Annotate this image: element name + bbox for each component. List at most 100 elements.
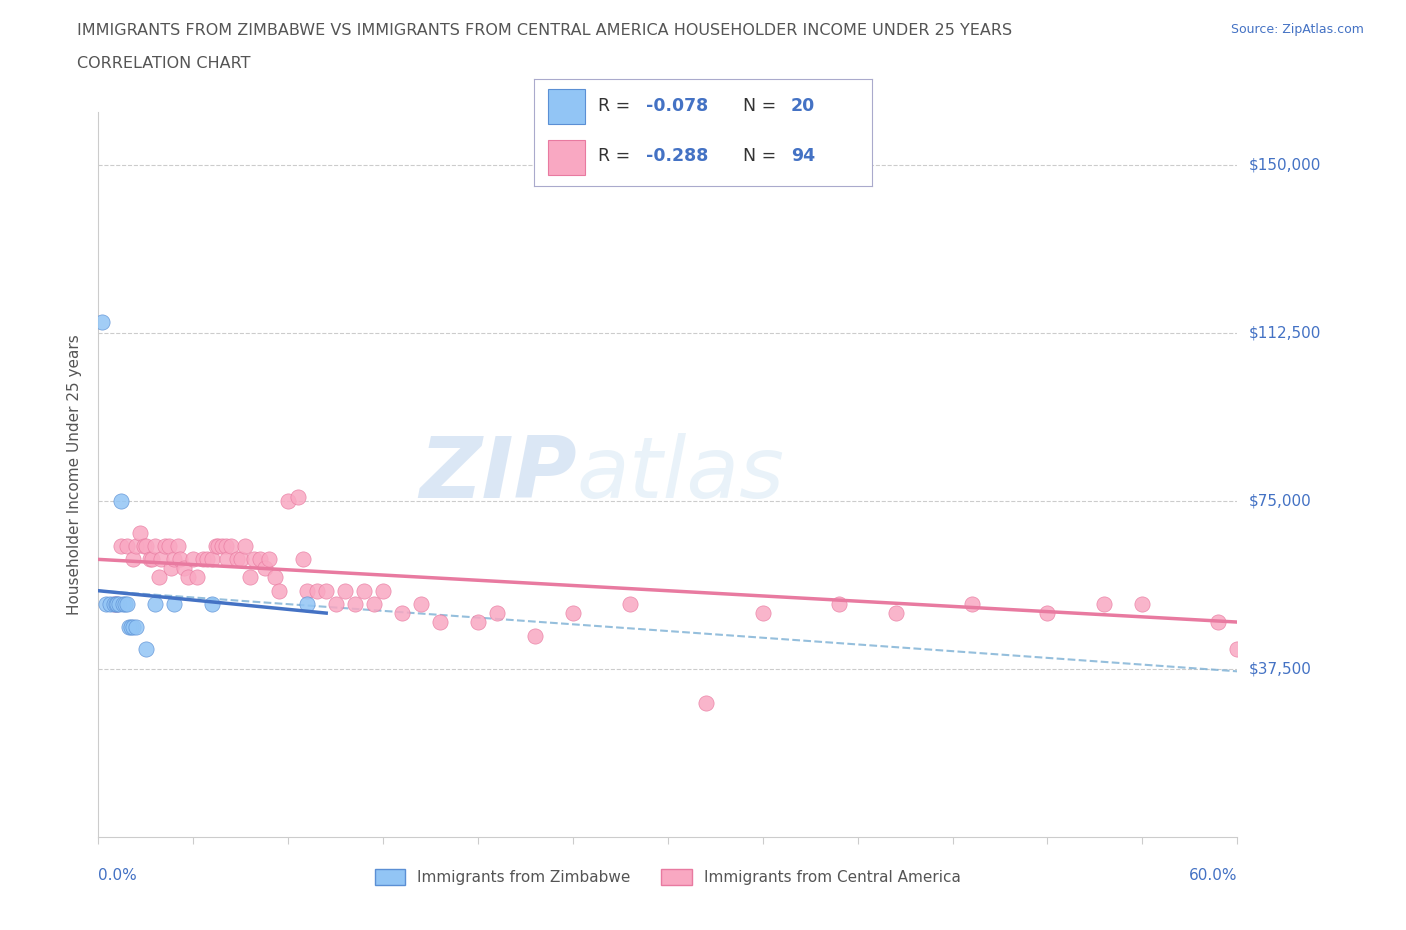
Point (183, 551, 205, 566)
Point (163, 597, 186, 612)
Text: Source: ZipAtlas.com: Source: ZipAtlas.com (1230, 23, 1364, 36)
Point (343, 597, 366, 612)
Point (107, 597, 129, 612)
Point (1226, 642, 1249, 657)
Point (121, 551, 143, 566)
Point (103, 597, 125, 612)
Point (157, 538, 180, 553)
Text: -0.288: -0.288 (645, 147, 709, 165)
Point (221, 538, 243, 553)
Point (259, 551, 281, 566)
Point (159, 561, 181, 576)
Point (150, 551, 173, 566)
Point (129, 525, 152, 540)
Point (1036, 605, 1059, 620)
Y-axis label: Householder Income Under 25 years: Householder Income Under 25 years (67, 334, 83, 615)
Point (132, 538, 155, 553)
Point (325, 597, 347, 612)
Text: CORRELATION CHART: CORRELATION CHART (77, 56, 250, 71)
Point (1094, 597, 1116, 612)
Text: R =: R = (599, 98, 636, 115)
Point (315, 583, 337, 598)
Point (429, 615, 451, 630)
Point (249, 551, 271, 566)
Point (118, 619, 141, 634)
Point (229, 551, 252, 566)
Point (884, 605, 907, 620)
Point (214, 538, 236, 553)
Point (110, 538, 132, 553)
Text: R =: R = (599, 147, 636, 165)
Point (391, 605, 413, 620)
Point (201, 551, 224, 566)
Point (233, 538, 256, 553)
Text: $112,500: $112,500 (1249, 326, 1320, 340)
Point (353, 583, 375, 598)
Point (486, 605, 509, 620)
Text: N =: N = (744, 98, 782, 115)
Point (167, 538, 190, 553)
Point (186, 570, 208, 585)
Text: $75,000: $75,000 (1249, 494, 1312, 509)
Point (619, 597, 641, 612)
Point (163, 551, 186, 566)
Point (217, 551, 239, 566)
Point (135, 642, 157, 657)
Point (207, 538, 229, 553)
Point (120, 619, 142, 634)
Point (524, 628, 547, 643)
Point (125, 619, 148, 634)
FancyBboxPatch shape (548, 88, 585, 124)
Point (115, 538, 138, 553)
Text: 60.0%: 60.0% (1189, 868, 1237, 883)
Point (195, 551, 218, 566)
Point (254, 561, 277, 576)
Point (141, 551, 163, 566)
Point (267, 583, 290, 598)
Point (828, 597, 851, 612)
Point (114, 597, 136, 612)
Point (98, 597, 121, 612)
Point (752, 605, 775, 620)
Point (297, 597, 319, 612)
Legend: Immigrants from Zimbabwe, Immigrants from Central America: Immigrants from Zimbabwe, Immigrants fro… (368, 863, 967, 891)
Point (205, 538, 228, 553)
Point (1132, 597, 1154, 612)
Text: ZIP: ZIP (419, 432, 576, 516)
Point (169, 551, 191, 566)
Point (110, 494, 132, 509)
Point (91, 314, 114, 329)
Point (297, 583, 319, 598)
Point (1246, 718, 1268, 733)
Point (121, 619, 143, 634)
Point (138, 551, 160, 566)
Point (226, 551, 249, 566)
Point (125, 538, 148, 553)
Point (1208, 615, 1230, 630)
Point (148, 570, 170, 585)
Point (960, 597, 983, 612)
Point (335, 583, 357, 598)
Point (94, 597, 117, 612)
Point (173, 561, 195, 576)
Point (292, 551, 315, 566)
Text: atlas: atlas (576, 432, 785, 516)
Point (239, 570, 262, 585)
Text: -0.078: -0.078 (645, 98, 707, 115)
Point (103, 597, 125, 612)
Text: $150,000: $150,000 (1249, 158, 1320, 173)
FancyBboxPatch shape (548, 140, 585, 175)
Point (107, 597, 129, 612)
Point (243, 551, 266, 566)
Point (112, 597, 135, 612)
Point (153, 538, 176, 553)
Point (104, 597, 127, 612)
Point (562, 605, 585, 620)
Point (287, 489, 309, 504)
Point (277, 494, 299, 509)
Point (305, 583, 328, 598)
Point (411, 597, 433, 612)
Point (363, 597, 385, 612)
Point (115, 597, 138, 612)
Point (145, 538, 167, 553)
